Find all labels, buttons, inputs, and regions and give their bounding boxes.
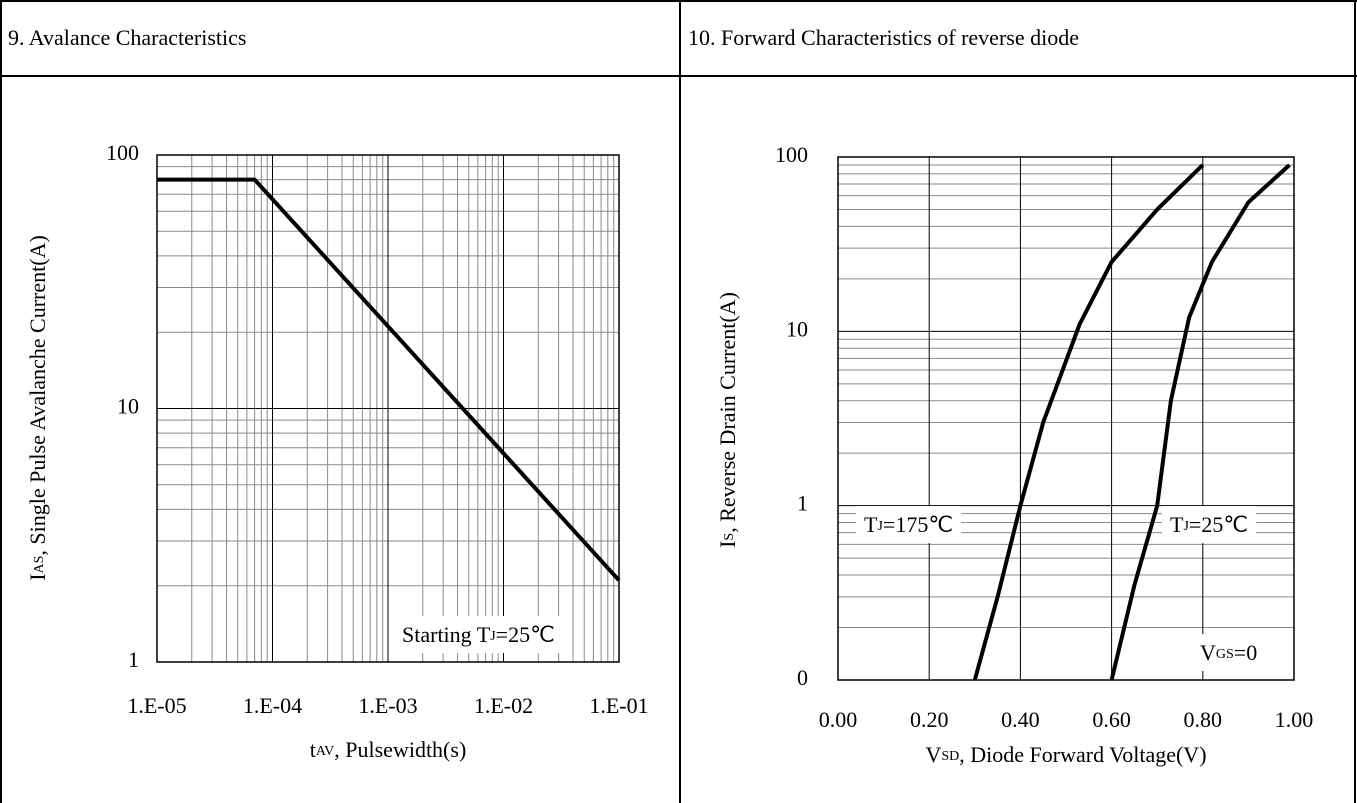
data-line (157, 177, 621, 582)
x-axis-title-part: , Pulsewidth(s) (334, 737, 466, 762)
annotation-part: J (490, 629, 496, 644)
y-axis-title-part: I (715, 541, 740, 548)
y-tick-label: 10 (117, 394, 139, 419)
y-axis-title-part: S (722, 533, 737, 541)
x-axis-title-part: t (310, 737, 316, 762)
x-tick-label: 0.80 (1184, 707, 1223, 732)
annotation-part: T (1170, 512, 1184, 537)
x-axis-title-part: AV (316, 744, 334, 759)
y-axis-title-part: I (25, 573, 50, 580)
annotation-part: J (1183, 519, 1189, 534)
annotation-box (394, 616, 563, 654)
plot-frame (156, 154, 620, 663)
x-axis-title: VSD, Diode Forward Voltage(V) (925, 742, 1206, 767)
x-tick-label: 1.E-02 (474, 693, 533, 718)
annotation-part: T (864, 512, 878, 537)
y-tick-label: 1 (128, 647, 139, 672)
x-tick-label: 1.E-04 (243, 693, 302, 718)
annotation-part: =25℃ (1189, 512, 1248, 537)
data-line (1109, 163, 1291, 681)
y-tick-label: 10 (786, 316, 808, 341)
y-axis-title-part: , Reverse Drain Current(A) (715, 292, 740, 533)
data-line (972, 163, 1205, 681)
x-tick-label: 0.20 (910, 707, 949, 732)
x-tick-label: 1.E-03 (358, 693, 417, 718)
y-tick-label: 100 (775, 142, 808, 167)
x-tick-label: 0.60 (1092, 707, 1131, 732)
annotation-part: Starting T (402, 622, 491, 647)
y-axis-title: IAS, Single Pulse Avalanche Current(A) (25, 235, 50, 581)
annotation-box (1192, 634, 1266, 672)
x-tick-label: 0.40 (1001, 707, 1040, 732)
panel-title: 10. Forward Characteristics of reverse d… (688, 25, 1079, 50)
plot-frame (837, 156, 1295, 681)
y-axis-title-part: , Single Pulse Avalanche Current(A) (25, 235, 50, 555)
x-tick-label: 0.00 (819, 707, 858, 732)
y-axis-title-part: AS (32, 556, 47, 574)
y-axis-title: IS, Reverse Drain Current(A) (715, 292, 740, 548)
y-tick-label: 0 (797, 665, 808, 690)
x-axis-title: tAV, Pulsewidth(s) (310, 737, 467, 762)
annotation-part: J (877, 519, 883, 534)
x-axis-title-part: , Diode Forward Voltage(V) (959, 742, 1206, 767)
annotation-part: =0 (1234, 640, 1257, 665)
x-tick-label: 1.E-05 (127, 693, 186, 718)
y-tick-label: 100 (106, 140, 139, 165)
panel-title: 9. Avalance Characteristics (8, 25, 246, 50)
y-tick-label: 1 (797, 491, 808, 516)
x-axis-title-part: SD (941, 749, 959, 764)
annotation-part: GS (1216, 647, 1234, 662)
x-tick-label: 1.00 (1275, 707, 1314, 732)
annotation-part: =175℃ (883, 512, 953, 537)
annotation-part: V (1200, 640, 1216, 665)
annotation-box (1162, 506, 1257, 544)
annotation: VGS=0 (1200, 640, 1257, 665)
annotation: TJ=25℃ (1170, 512, 1248, 537)
annotation-box (856, 506, 962, 544)
x-tick-label: 1.E-01 (589, 693, 648, 718)
x-axis-title-part: V (925, 742, 941, 767)
annotation-part: =25℃ (496, 622, 555, 647)
annotation: TJ=175℃ (864, 512, 953, 537)
annotation: Starting TJ=25℃ (402, 622, 555, 647)
